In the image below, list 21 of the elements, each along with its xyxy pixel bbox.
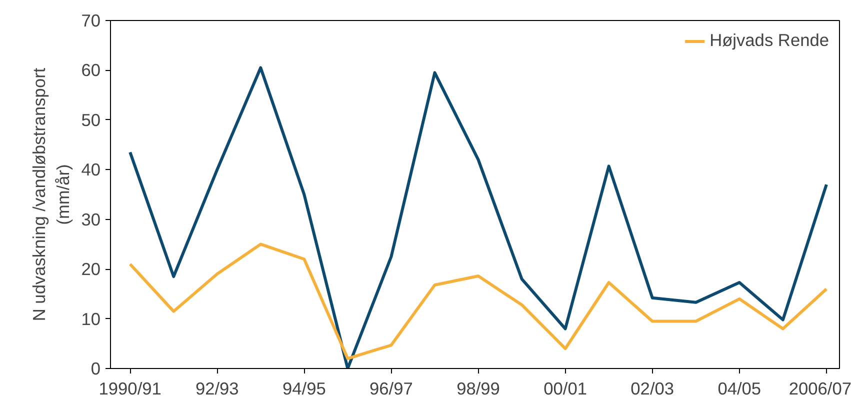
y-tick-label: 0	[90, 358, 101, 378]
legend-label: Højvads Rende	[710, 30, 829, 51]
y-axis-title: N udvaskning /vandløbstransport (mm/år)	[29, 68, 74, 322]
x-tick-label: 04/05	[718, 378, 762, 398]
y-tick-label: 10	[81, 308, 101, 329]
y-tick-label: 50	[81, 110, 101, 130]
line-series	[128, 242, 828, 360]
y-tick-label: 20	[81, 259, 101, 280]
x-tick-label: 00/01	[544, 378, 588, 398]
x-tick-label: 92/93	[195, 378, 239, 398]
x-tick-label: 96/97	[370, 378, 413, 398]
x-tick-label: 98/99	[456, 378, 500, 398]
y-tick-label: 40	[81, 160, 101, 180]
x-tick-label: 94/95	[282, 378, 326, 398]
y-tick-label: 60	[81, 60, 101, 80]
x-tick-label: 02/03	[630, 378, 674, 398]
y-tick-label: 30	[81, 209, 101, 230]
line-series	[128, 66, 828, 368]
y-tick-label: 70	[81, 10, 101, 30]
x-tick-label: 1990/91	[98, 378, 162, 398]
x-tick-label: 2006/07	[788, 378, 851, 398]
